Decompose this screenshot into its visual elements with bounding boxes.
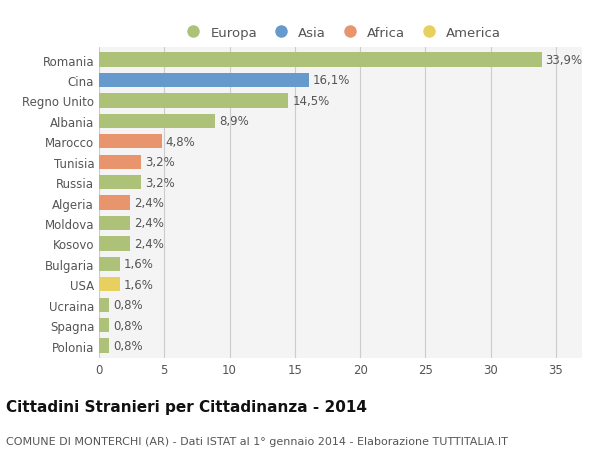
Legend: Europa, Asia, Africa, America: Europa, Asia, Africa, America [180,27,501,40]
Bar [99,298,109,312]
Text: 0,8%: 0,8% [113,298,143,312]
Bar [99,196,130,210]
Text: 3,2%: 3,2% [145,156,175,169]
Bar [99,135,161,149]
Text: 2,4%: 2,4% [134,217,164,230]
Bar [99,339,109,353]
Text: 2,4%: 2,4% [134,237,164,250]
Bar [99,216,130,230]
Text: 33,9%: 33,9% [545,54,583,67]
Bar [99,155,141,169]
Text: 1,6%: 1,6% [124,258,154,271]
Text: 0,8%: 0,8% [113,319,143,332]
Bar [99,318,109,332]
Bar [99,53,542,67]
Bar [99,237,130,251]
Text: 16,1%: 16,1% [313,74,350,87]
Bar [99,257,120,271]
Text: 0,8%: 0,8% [113,339,143,352]
Bar [99,114,215,129]
Text: 1,6%: 1,6% [124,278,154,291]
Text: 3,2%: 3,2% [145,176,175,189]
Bar [99,74,309,88]
Text: 4,8%: 4,8% [166,135,196,148]
Text: Cittadini Stranieri per Cittadinanza - 2014: Cittadini Stranieri per Cittadinanza - 2… [6,399,367,414]
Bar [99,94,288,108]
Bar [99,278,120,292]
Text: 14,5%: 14,5% [292,95,329,108]
Text: 8,9%: 8,9% [219,115,249,128]
Text: 2,4%: 2,4% [134,196,164,210]
Text: COMUNE DI MONTERCHI (AR) - Dati ISTAT al 1° gennaio 2014 - Elaborazione TUTTITAL: COMUNE DI MONTERCHI (AR) - Dati ISTAT al… [6,436,508,446]
Bar [99,176,141,190]
